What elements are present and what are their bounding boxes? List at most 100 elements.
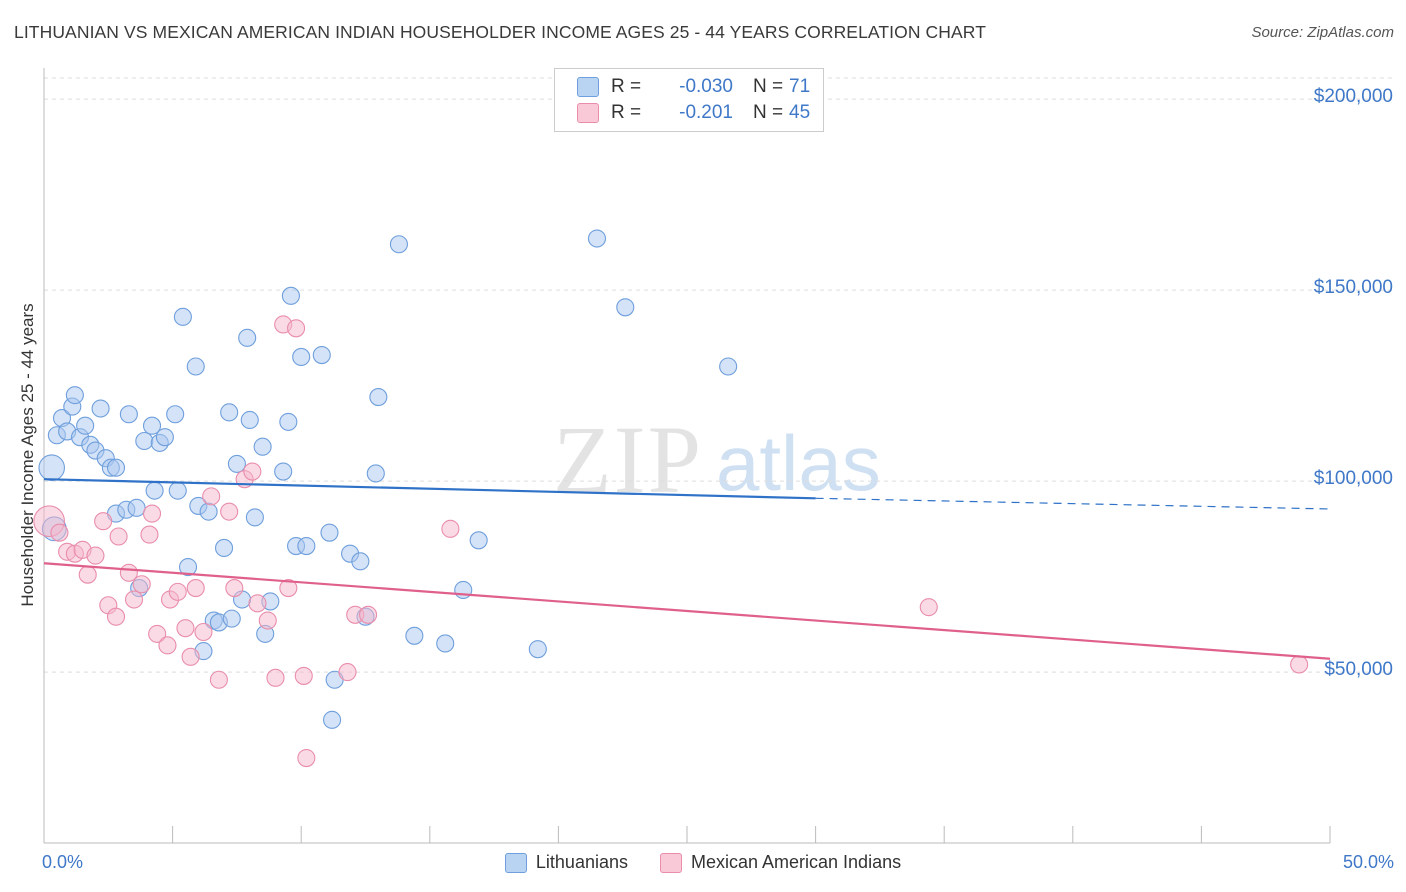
mexican-american-indian-point (186, 579, 205, 598)
lithuanian-point (405, 626, 424, 645)
lithuanian-point (369, 388, 388, 407)
mexican-american-indian-point (243, 462, 262, 481)
legend-item-lithuanians[interactable]: Lithuanians (504, 852, 628, 873)
mexican-american-indian-point (1290, 655, 1309, 674)
mexican-american-indian-point (194, 622, 213, 642)
lithuanian-point (127, 498, 146, 517)
lithuanian-point (186, 357, 205, 376)
mexican-american-indian-point (294, 666, 313, 685)
legend-r-label: R = (611, 76, 642, 97)
mexican-american-indian-point (209, 670, 228, 689)
legend-swatch-blue (504, 852, 527, 873)
mexican-american-indian-point (258, 611, 277, 630)
lithuanian-point (65, 386, 84, 405)
lithuanian-point (76, 416, 95, 435)
legend-r-label: R = (611, 102, 642, 123)
legend-row-lithuanians: R = -0.030 N = 71 (577, 75, 810, 99)
lithuanian-point (178, 557, 198, 577)
mexican-american-indian-point (106, 607, 126, 626)
x-tick-label-max: 50.0% (1342, 852, 1394, 872)
legend-n-value: 45 (789, 102, 811, 123)
lithuanian-point (323, 710, 342, 729)
lithuanian-point (351, 552, 370, 571)
legend-n-label: N = (753, 102, 784, 123)
mexican-american-indian-point (50, 523, 69, 542)
lithuanian-point (312, 345, 331, 365)
mexican-american-indian-point (225, 579, 244, 598)
lithuanian-point (168, 481, 187, 500)
mexican-american-indian-point (919, 598, 938, 617)
y-tick-label-100000: $100,000 (1313, 468, 1393, 489)
legend-n-label: N = (753, 76, 784, 97)
mexican-american-indian-point (202, 487, 221, 506)
legend-label-mexican-american-indians: Mexican American Indians (690, 852, 902, 872)
mexican-american-indian-point (176, 619, 195, 638)
lithuanian-point (281, 286, 300, 305)
mexican-american-indian-point (124, 590, 144, 609)
lithuanian-point (436, 634, 455, 653)
lithuanian-point (227, 454, 246, 473)
lithuanian-point (389, 235, 408, 254)
lithuanian-point (222, 609, 241, 628)
y-tick-label-200000: $200,000 (1313, 86, 1393, 107)
mexican-american-indian-point (266, 668, 285, 687)
mexican-american-indian-point (287, 319, 306, 338)
mexican-american-indian-point (297, 748, 316, 768)
mexican-american-indian-point (220, 502, 239, 521)
lithuanian-point (145, 481, 164, 500)
lithuanian-point (199, 502, 218, 521)
lithuanian-point (38, 454, 66, 482)
mexican-american-indian-point (338, 663, 357, 682)
legend-swatch-pink (659, 852, 682, 873)
lithuanian-point (469, 531, 488, 550)
series-legend: Lithuanians Mexican American Indians (0, 852, 1406, 873)
y-tick-label-50000: $50,000 (1324, 659, 1393, 680)
lithuanian-point (106, 458, 126, 477)
lithuanian-point (220, 403, 239, 422)
mexican-american-indian-point (168, 582, 187, 601)
mexican-american-indian-point (181, 647, 200, 666)
lithuanian-point (142, 416, 162, 435)
lithuanian-point (719, 357, 738, 376)
mexican-american-indian-trend-line (43, 562, 1331, 660)
lithuanian-point (155, 428, 174, 447)
lithuanian-point (454, 580, 473, 600)
lithuanian-point (214, 538, 234, 558)
legend-r-value: -0.201 (679, 102, 733, 123)
legend-r-value: -0.030 (679, 76, 733, 97)
lithuanian-trend-extension (815, 497, 1331, 510)
lithuanian-point (119, 405, 138, 424)
lithuanian-point (274, 462, 293, 481)
legend-label-lithuanians: Lithuanians (535, 852, 628, 872)
lithuanian-point (238, 328, 257, 347)
mexican-american-indian-point (86, 546, 105, 565)
watermark-atlas: atlas (716, 419, 881, 507)
lithuanian-point (166, 405, 185, 424)
chart-title: LITHUANIAN VS MEXICAN AMERICAN INDIAN HO… (14, 22, 987, 42)
mexican-american-indian-point (359, 605, 378, 624)
correlation-legend: R = -0.030 N = 71 R = -0.201 N = 45 (554, 68, 824, 132)
lithuanian-point (366, 464, 385, 483)
legend-row-mexican-american-indians: R = -0.201 N = 45 (577, 101, 810, 125)
lithuanian-trend-line (43, 478, 816, 500)
lithuanian-point (292, 347, 311, 367)
y-tick-label-150000: $150,000 (1313, 277, 1393, 298)
source-label: Source: ZipAtlas.com (1251, 24, 1394, 41)
lithuanian-point (279, 412, 298, 431)
lithuanian-point (240, 410, 259, 430)
legend-swatch-blue (577, 77, 599, 97)
lithuanian-point (245, 508, 264, 527)
lithuanian-point (616, 298, 635, 317)
mexican-american-indian-point (78, 565, 97, 584)
mexican-american-indian-point (148, 624, 167, 643)
lithuanian-point (91, 399, 110, 418)
lithuanian-point (528, 640, 547, 659)
lithuanian-point (320, 523, 339, 542)
lithuanian-point (297, 536, 316, 556)
watermark-zip: ZIP (553, 406, 703, 513)
x-tick-label-min: 0.0% (42, 852, 84, 872)
legend-item-mexican-american-indians[interactable]: Mexican American Indians (659, 852, 902, 873)
mexican-american-indian-point (248, 594, 267, 613)
lithuanian-point (173, 307, 192, 326)
